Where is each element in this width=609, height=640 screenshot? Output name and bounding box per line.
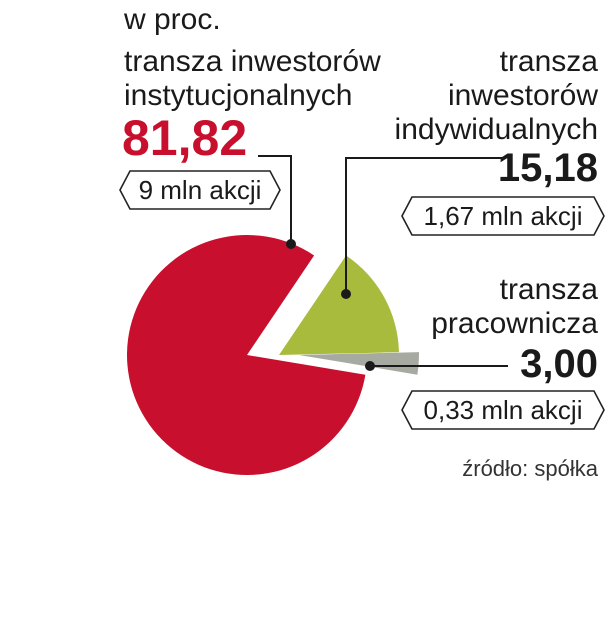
- slice-label-instytucjonalni-line1: transza inwestorów: [124, 45, 381, 78]
- shares-text-indywidualni: 1,67 mln akcji: [423, 201, 583, 231]
- slice-label-pracownicza-line2: pracownicza: [431, 307, 598, 340]
- leader-instytucjonalni-dot: [286, 239, 296, 249]
- slice-label-indywidualni-line2: inwestorów: [447, 79, 598, 112]
- shares-tag-pracownicza: 0,33 mln akcji: [400, 390, 606, 430]
- pie-slice-pracownicza: [299, 352, 419, 375]
- leader-indywidualni-line: [345, 157, 506, 294]
- unit-label: w proc.: [124, 3, 221, 36]
- source-note: źródło: spółka: [462, 456, 598, 481]
- shares-text-instytucjonalni: 9 mln akcji: [138, 175, 262, 205]
- slice-label-indywidualni-line3: indywidualnych: [394, 113, 598, 146]
- shares-tag-instytucjonalni: 9 mln akcji: [118, 170, 282, 210]
- leader-indywidualni-dot: [341, 289, 351, 299]
- slice-label-instytucjonalni-line2: instytucjonalnych: [124, 79, 353, 112]
- leader-pracownicza-dot: [365, 361, 375, 371]
- slice-value-instytucjonalni: 81,82: [122, 110, 248, 166]
- slice-value-pracownicza: 3,00: [520, 342, 598, 386]
- pie-slice-indywidualni: [279, 255, 399, 355]
- slice-label-pracownicza-line1: transza: [499, 273, 598, 306]
- slice-value-indywidualni: 15,18: [497, 146, 598, 190]
- shares-text-pracownicza: 0,33 mln akcji: [423, 395, 583, 425]
- shares-tag-indywidualni: 1,67 mln akcji: [400, 196, 606, 236]
- leader-instytucjonalni-line: [258, 155, 292, 244]
- slice-label-indywidualni-line1: transza: [499, 45, 598, 78]
- pie-slice-instytucjonalni: [127, 235, 366, 475]
